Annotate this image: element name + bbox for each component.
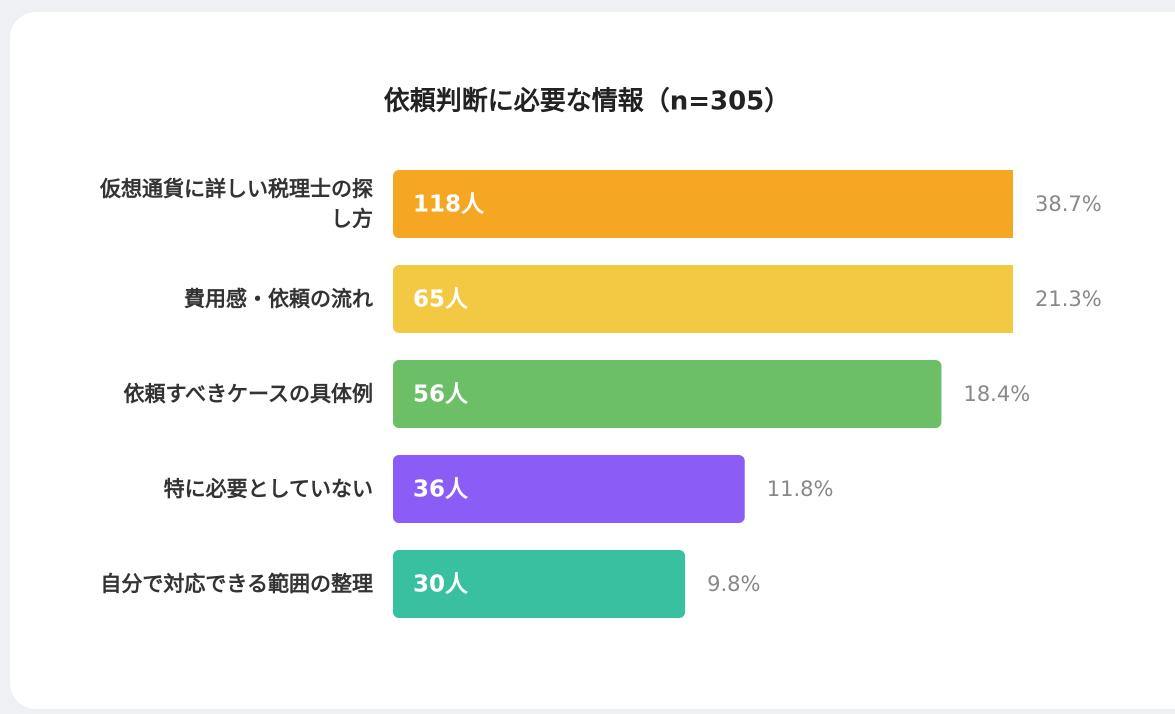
category-label: 特に必要としていない <box>163 477 373 501</box>
value-label: 38.7% <box>1035 192 1102 216</box>
bar <box>393 265 1013 333</box>
bar <box>393 550 686 618</box>
value-label: 21.3% <box>1035 287 1102 311</box>
category-label: 自分で対応できる範囲の整理 <box>100 572 373 596</box>
count-label: 36人 <box>413 477 469 503</box>
count-label: 56人 <box>413 382 469 408</box>
category-label: 仮想通貨に詳しい税理士の探し方 <box>100 177 373 231</box>
plot-area <box>393 170 1013 618</box>
count-label: 30人 <box>413 572 469 598</box>
value-label: 9.8% <box>707 572 760 596</box>
category-label: 費用感・依頼の流れ <box>184 287 373 311</box>
category-label: 依頼すべきケースの具体例 <box>123 382 373 406</box>
value-label: 18.4% <box>963 382 1030 406</box>
value-label: 11.8% <box>767 477 834 501</box>
bar <box>393 170 1013 238</box>
bar <box>393 360 942 428</box>
count-label: 118人 <box>413 192 485 218</box>
count-label: 65人 <box>413 287 469 313</box>
chart-title: 依頼判断に必要な情報（n=305） <box>384 86 791 117</box>
bar <box>393 455 745 523</box>
